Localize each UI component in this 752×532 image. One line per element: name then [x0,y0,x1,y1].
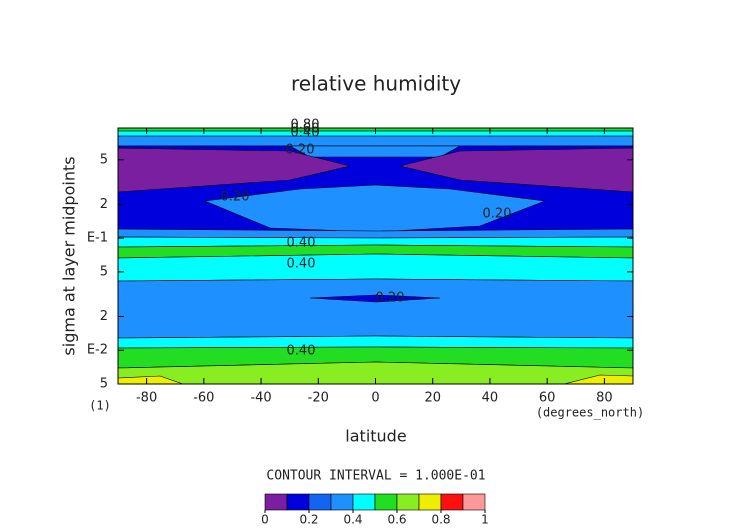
contour-band [118,147,351,193]
contour-band [562,374,633,384]
contour-band [289,145,461,158]
y-tick-label: E-2 [87,343,108,358]
colorbar-tick-label: 0.6 [387,513,406,527]
contour-label: 0.20 [221,190,250,205]
x-tick-label: -20 [308,391,329,406]
y-axis-label: sigma at layer midpoints [60,156,79,355]
x-tick-label: 60 [539,391,556,406]
contour-band [118,375,184,384]
x-tick-label: 40 [482,391,499,406]
colorbar-box [264,493,288,511]
x-tick-label: -80 [136,391,157,406]
colorbar-box [374,493,398,511]
x-tick-label: 0 [371,391,379,406]
contour-band [203,184,546,233]
x-unit: (degrees_north) [536,406,644,420]
contour-band [118,236,633,248]
contour-band [309,294,441,303]
contour-fill [118,128,633,384]
contour-band [118,278,633,339]
y-unit: (1) [89,399,111,413]
y-tick-label: 2 [100,197,108,212]
colorbar-box [396,493,420,511]
contour-label: 0.20 [286,143,315,158]
y-tick-label: E-1 [87,231,108,246]
contour-band [118,335,633,349]
contour-band [399,147,633,193]
colorbar-box [352,493,376,511]
contour-band [118,361,633,384]
x-tick-label: 20 [424,391,441,406]
contour-label: 0.40 [287,257,316,272]
contour-label: 0.40 [291,126,320,141]
contour-label: 0.40 [287,236,316,251]
y-tick-label: 5 [100,152,108,167]
colorbar-box [286,493,310,511]
colorbar-box [418,493,442,511]
contour-label: 0.40 [287,344,316,359]
colorbar-tick-label: 0.2 [299,513,318,527]
contour-band [118,135,633,147]
contour-interval: CONTOUR INTERVAL = 1.000E-01 [266,469,485,484]
x-tick-label: 80 [596,391,613,406]
contour-band [118,346,633,369]
colorbar-tick-label: 0.4 [343,513,362,527]
colorbar-box [308,493,332,511]
x-axis-label: latitude [345,427,406,446]
y-tick-label: 5 [100,377,108,392]
y-tick-label: 2 [100,309,108,324]
colorbar-box [462,493,486,511]
x-tick-label: -60 [193,391,214,406]
contour-label: 0.20 [376,291,405,306]
chart-title: relative humidity [291,72,461,96]
contour-band [118,253,633,282]
colorbar-tick-label: 0.8 [431,513,450,527]
colorbar-tick-label: 0 [261,513,269,527]
contour-band [118,228,633,239]
contour-band [118,244,633,259]
contour-label: 0.60 [291,122,320,137]
contour-label: 0.20 [483,207,512,222]
colorbar-tick-label: 1 [481,513,489,527]
x-tick-label: -40 [250,391,271,406]
contour-label: 0.80 [291,118,320,133]
colorbar-box [440,493,464,511]
y-tick-label: 5 [100,264,108,279]
colorbar-box [330,493,354,511]
